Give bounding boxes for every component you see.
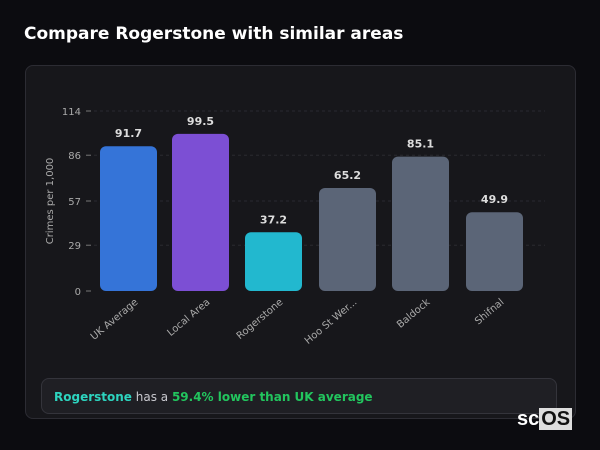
bar: [392, 156, 449, 291]
summary-text: has a: [131, 390, 172, 404]
x-tick-label: Hoo St Wer...: [303, 297, 360, 347]
y-tick-label: 29: [68, 241, 81, 252]
x-tick-label: Baldock: [395, 297, 433, 331]
data-label: 91.7: [115, 127, 142, 140]
data-label: 49.9: [481, 193, 508, 206]
summary-banner: Rogerstone has a 59.4% lower than UK ave…: [41, 378, 557, 414]
bar: [466, 212, 523, 291]
scos-logo: sc OS: [517, 408, 573, 430]
y-tick-label: 0: [75, 287, 81, 298]
data-label: 65.2: [334, 169, 361, 182]
x-tick-label: Shifnal: [473, 297, 506, 327]
x-tick-label: Local Area: [165, 297, 212, 339]
x-tick-label: Rogerstone: [235, 297, 286, 342]
x-tick-label: UK Average: [89, 297, 141, 343]
y-tick-label: 86: [68, 151, 81, 162]
data-label: 85.1: [407, 138, 434, 151]
y-tick-label: 114: [62, 107, 81, 118]
bar: [319, 188, 376, 291]
summary-place: Rogerstone: [54, 390, 132, 404]
y-axis-label: Crimes per 1,000: [45, 158, 56, 245]
data-label: 99.5: [187, 115, 214, 128]
y-tick-label: 57: [68, 197, 81, 208]
data-label: 37.2: [260, 213, 287, 226]
page-title: Compare Rogerstone with similar areas: [24, 24, 404, 44]
bar: [100, 146, 157, 291]
bar: [245, 232, 302, 291]
bar: [172, 133, 229, 291]
summary-highlight: 59.4% lower than UK average: [171, 390, 373, 404]
